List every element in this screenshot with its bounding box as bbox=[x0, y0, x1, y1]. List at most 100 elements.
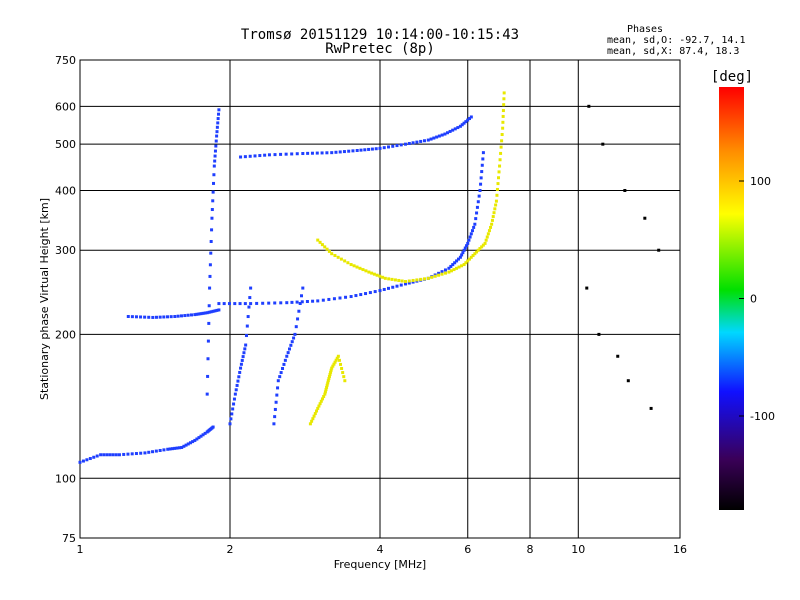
data-point bbox=[399, 283, 403, 287]
data-point bbox=[486, 232, 490, 236]
data-point bbox=[349, 295, 353, 299]
data-point bbox=[267, 153, 271, 157]
data-point bbox=[92, 455, 96, 459]
data-point bbox=[433, 274, 437, 278]
data-point bbox=[326, 379, 330, 383]
data-point bbox=[494, 199, 498, 203]
data-point bbox=[203, 311, 207, 315]
data-point bbox=[147, 315, 151, 319]
data-point bbox=[295, 300, 299, 304]
data-point bbox=[130, 315, 134, 319]
data-point bbox=[217, 108, 221, 112]
data-point bbox=[305, 300, 309, 304]
data-point bbox=[287, 347, 291, 351]
data-point bbox=[308, 422, 312, 426]
data-point bbox=[212, 181, 216, 185]
data-point bbox=[351, 149, 355, 153]
data-point bbox=[208, 263, 212, 267]
data-point bbox=[213, 309, 217, 313]
data-point bbox=[475, 205, 479, 209]
data-point bbox=[279, 301, 283, 305]
data-point bbox=[215, 125, 219, 129]
data-point bbox=[483, 241, 487, 245]
data-point bbox=[462, 248, 466, 252]
data-point bbox=[397, 278, 401, 282]
data-point bbox=[293, 332, 297, 336]
data-point bbox=[180, 314, 184, 318]
x-tick-label: 1 bbox=[77, 543, 84, 556]
data-point bbox=[415, 140, 419, 144]
data-point bbox=[374, 147, 378, 151]
data-point bbox=[261, 301, 265, 305]
data-point bbox=[386, 145, 390, 149]
data-point bbox=[320, 151, 324, 155]
data-point bbox=[173, 446, 177, 450]
chart-subtitle: RwPretec (8p) bbox=[325, 41, 435, 57]
data-point bbox=[338, 296, 342, 300]
data-point bbox=[246, 315, 250, 319]
data-point bbox=[211, 190, 215, 194]
data-point bbox=[239, 366, 243, 370]
data-point bbox=[585, 286, 589, 290]
data-point bbox=[336, 354, 340, 358]
data-point bbox=[320, 243, 324, 247]
data-point bbox=[476, 248, 480, 252]
data-point bbox=[285, 354, 289, 358]
data-point bbox=[276, 379, 280, 383]
data-point bbox=[126, 452, 130, 456]
data-point bbox=[233, 392, 237, 396]
data-point bbox=[180, 445, 184, 449]
data-point bbox=[407, 279, 411, 283]
data-point bbox=[310, 419, 314, 423]
data-point bbox=[244, 343, 248, 347]
data-point bbox=[85, 458, 89, 462]
data-point bbox=[294, 325, 298, 329]
data-point bbox=[114, 453, 118, 457]
data-point bbox=[273, 301, 277, 305]
data-point bbox=[496, 182, 500, 186]
data-point bbox=[206, 357, 210, 361]
data-point bbox=[300, 300, 304, 304]
data-point bbox=[329, 368, 333, 372]
data-point bbox=[81, 459, 85, 463]
data-point bbox=[490, 222, 494, 226]
data-point bbox=[243, 302, 247, 306]
data-point bbox=[275, 393, 279, 397]
data-point bbox=[473, 222, 477, 226]
data-point bbox=[134, 315, 138, 319]
data-point bbox=[342, 150, 346, 154]
data-point bbox=[403, 280, 407, 284]
data-point bbox=[464, 261, 468, 265]
data-point bbox=[440, 270, 444, 274]
data-point bbox=[217, 308, 221, 312]
colorbar-label: [deg] bbox=[711, 69, 753, 85]
data-point bbox=[462, 263, 466, 267]
data-point bbox=[154, 449, 158, 453]
data-point bbox=[232, 397, 236, 401]
data-point bbox=[403, 282, 407, 286]
data-point bbox=[466, 241, 470, 245]
data-point bbox=[286, 351, 290, 355]
data-point bbox=[378, 274, 382, 278]
data-point bbox=[209, 239, 213, 243]
data-point bbox=[211, 199, 215, 203]
data-point bbox=[364, 269, 368, 273]
data-point bbox=[317, 404, 321, 408]
data-point bbox=[457, 265, 461, 269]
data-point bbox=[229, 417, 233, 421]
data-point bbox=[501, 126, 505, 130]
data-point bbox=[500, 133, 504, 137]
data-point bbox=[386, 286, 390, 290]
data-point bbox=[342, 375, 346, 379]
data-point bbox=[216, 117, 220, 121]
data-point bbox=[212, 164, 216, 168]
data-point bbox=[352, 264, 356, 268]
data-point bbox=[279, 371, 283, 375]
data-point bbox=[311, 299, 315, 303]
data-point bbox=[206, 339, 210, 343]
data-point bbox=[479, 176, 483, 180]
data-point bbox=[462, 121, 466, 125]
data-point bbox=[451, 128, 455, 132]
data-point bbox=[242, 351, 246, 355]
y-tick-label: 100 bbox=[55, 472, 76, 485]
